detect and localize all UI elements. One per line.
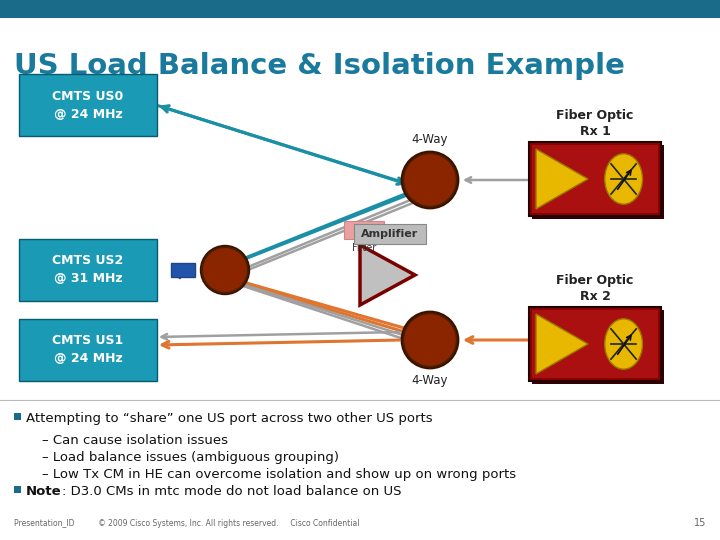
Bar bbox=[14, 485, 21, 492]
FancyBboxPatch shape bbox=[344, 221, 384, 239]
Text: US Load Balance & Isolation Example: US Load Balance & Isolation Example bbox=[14, 52, 625, 80]
Polygon shape bbox=[360, 245, 415, 305]
Ellipse shape bbox=[202, 247, 248, 293]
Text: Presentation_ID          © 2009 Cisco Systems, Inc. All rights reserved.     Cis: Presentation_ID © 2009 Cisco Systems, In… bbox=[14, 519, 359, 528]
Text: – Load balance issues (ambiguous grouping): – Load balance issues (ambiguous groupin… bbox=[42, 451, 339, 464]
FancyBboxPatch shape bbox=[19, 319, 157, 381]
Ellipse shape bbox=[605, 154, 642, 204]
Text: 4-Way: 4-Way bbox=[412, 133, 449, 146]
Text: CMTS US2
@ 31 MHz: CMTS US2 @ 31 MHz bbox=[53, 254, 124, 286]
FancyBboxPatch shape bbox=[532, 310, 658, 378]
FancyBboxPatch shape bbox=[529, 142, 661, 216]
FancyBboxPatch shape bbox=[532, 310, 664, 384]
Ellipse shape bbox=[605, 319, 642, 369]
Ellipse shape bbox=[400, 310, 459, 369]
Text: – Low Tx CM in HE can overcome isolation and show up on wrong ports: – Low Tx CM in HE can overcome isolation… bbox=[42, 468, 516, 481]
Bar bbox=[171, 263, 195, 277]
Text: 4-Way: 4-Way bbox=[412, 374, 449, 387]
FancyBboxPatch shape bbox=[354, 224, 426, 244]
Text: Attempting to “share” one US port across two other US ports: Attempting to “share” one US port across… bbox=[26, 412, 433, 425]
Ellipse shape bbox=[403, 153, 456, 207]
FancyBboxPatch shape bbox=[19, 74, 157, 136]
Ellipse shape bbox=[400, 151, 459, 210]
Text: Amplifier: Amplifier bbox=[361, 229, 418, 239]
FancyBboxPatch shape bbox=[529, 307, 661, 381]
FancyBboxPatch shape bbox=[19, 239, 157, 301]
Text: Fiber Optic
Rx 2: Fiber Optic Rx 2 bbox=[557, 274, 634, 303]
FancyBboxPatch shape bbox=[532, 145, 664, 219]
Text: – Can cause isolation issues: – Can cause isolation issues bbox=[42, 434, 228, 447]
Ellipse shape bbox=[403, 313, 456, 367]
FancyBboxPatch shape bbox=[532, 145, 658, 213]
Text: Fiber Optic
Rx 1: Fiber Optic Rx 1 bbox=[557, 109, 634, 138]
Text: Filter: Filter bbox=[352, 243, 376, 253]
Text: : D3.0 CMs in mtc mode do not load balance on US: : D3.0 CMs in mtc mode do not load balan… bbox=[62, 485, 402, 498]
Ellipse shape bbox=[200, 245, 251, 295]
Text: CMTS US1
@ 24 MHz: CMTS US1 @ 24 MHz bbox=[53, 334, 124, 366]
Polygon shape bbox=[536, 314, 588, 374]
Bar bbox=[0, 0, 720, 18]
Text: Note: Note bbox=[26, 485, 62, 498]
Text: 15: 15 bbox=[693, 518, 706, 528]
Text: CMTS US0
@ 24 MHz: CMTS US0 @ 24 MHz bbox=[53, 90, 124, 120]
Polygon shape bbox=[536, 149, 588, 209]
Bar bbox=[14, 413, 21, 420]
